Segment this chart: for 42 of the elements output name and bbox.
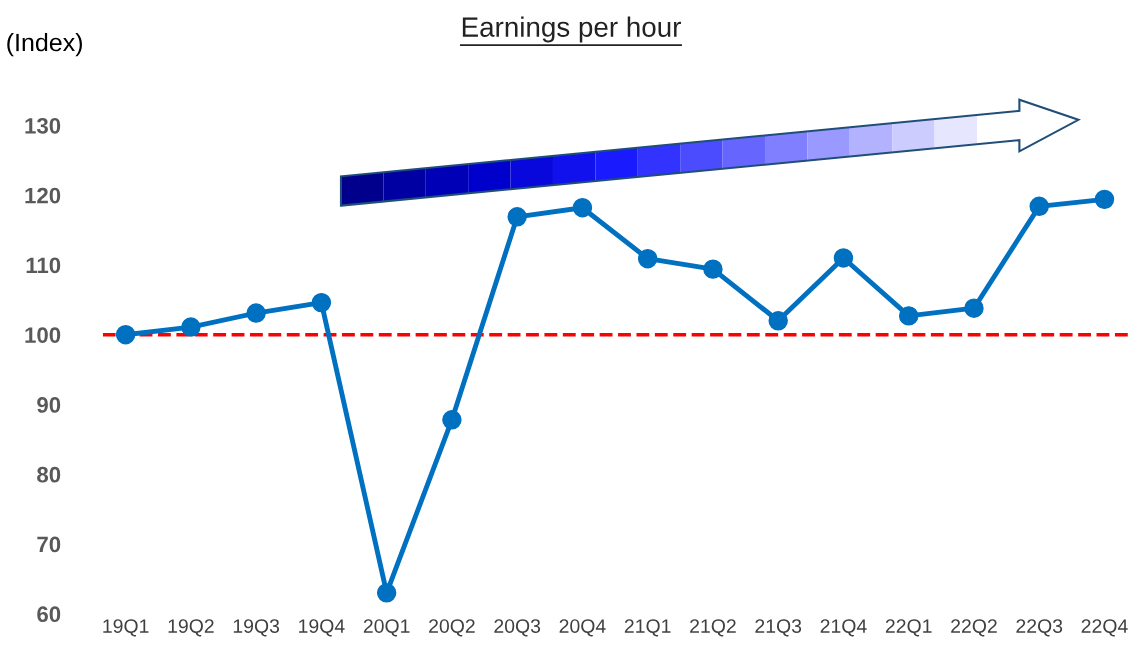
point (115, 324, 136, 345)
y-tick-label: 60 (37, 606, 61, 623)
x-tick-label: 21Q1 (624, 619, 671, 637)
x-tick-label: 19Q3 (233, 619, 280, 637)
x-tick-label: 20Q4 (559, 619, 606, 637)
x-tick-label: 22Q2 (951, 619, 997, 637)
x-tick-label: 22Q4 (1081, 619, 1128, 637)
y-tick-label: 70 (37, 536, 61, 553)
x-tick-label: 19Q4 (299, 619, 345, 637)
y-axis-title: (Index) (7, 33, 82, 57)
point (898, 306, 919, 326)
y-tick-label: 130 (25, 117, 61, 134)
point (572, 198, 593, 218)
point (246, 303, 266, 323)
point (181, 317, 201, 337)
y-tick-label: 80 (37, 466, 61, 483)
point (507, 207, 527, 227)
point (1029, 196, 1049, 217)
point (637, 248, 658, 269)
point (442, 410, 462, 430)
x-tick-label: 19Q1 (103, 619, 149, 637)
point (311, 292, 332, 313)
y-tick-label: 120 (25, 187, 61, 204)
chart-title: Earnings per hour (462, 16, 681, 43)
x-tick-label: 20Q2 (429, 619, 475, 637)
x-tick-label: 22Q1 (885, 619, 932, 637)
point (376, 583, 397, 603)
x-tick-label: 20Q3 (494, 619, 541, 637)
point (1094, 189, 1115, 210)
x-tick-label: 21Q3 (755, 619, 802, 637)
x-tick-label: 22Q3 (1016, 619, 1063, 637)
y-tick-label: 110 (26, 257, 61, 274)
y-tick-label: 90 (37, 397, 61, 413)
point (964, 298, 984, 318)
x-tick-label: 20Q1 (363, 619, 410, 637)
x-tick-label: 21Q4 (820, 619, 867, 637)
y-tick-label: 100 (25, 327, 61, 343)
point (703, 259, 723, 279)
point (833, 248, 854, 268)
x-tick-label: 21Q2 (690, 619, 736, 637)
point (768, 311, 788, 331)
x-tick-label: 19Q2 (168, 619, 214, 637)
